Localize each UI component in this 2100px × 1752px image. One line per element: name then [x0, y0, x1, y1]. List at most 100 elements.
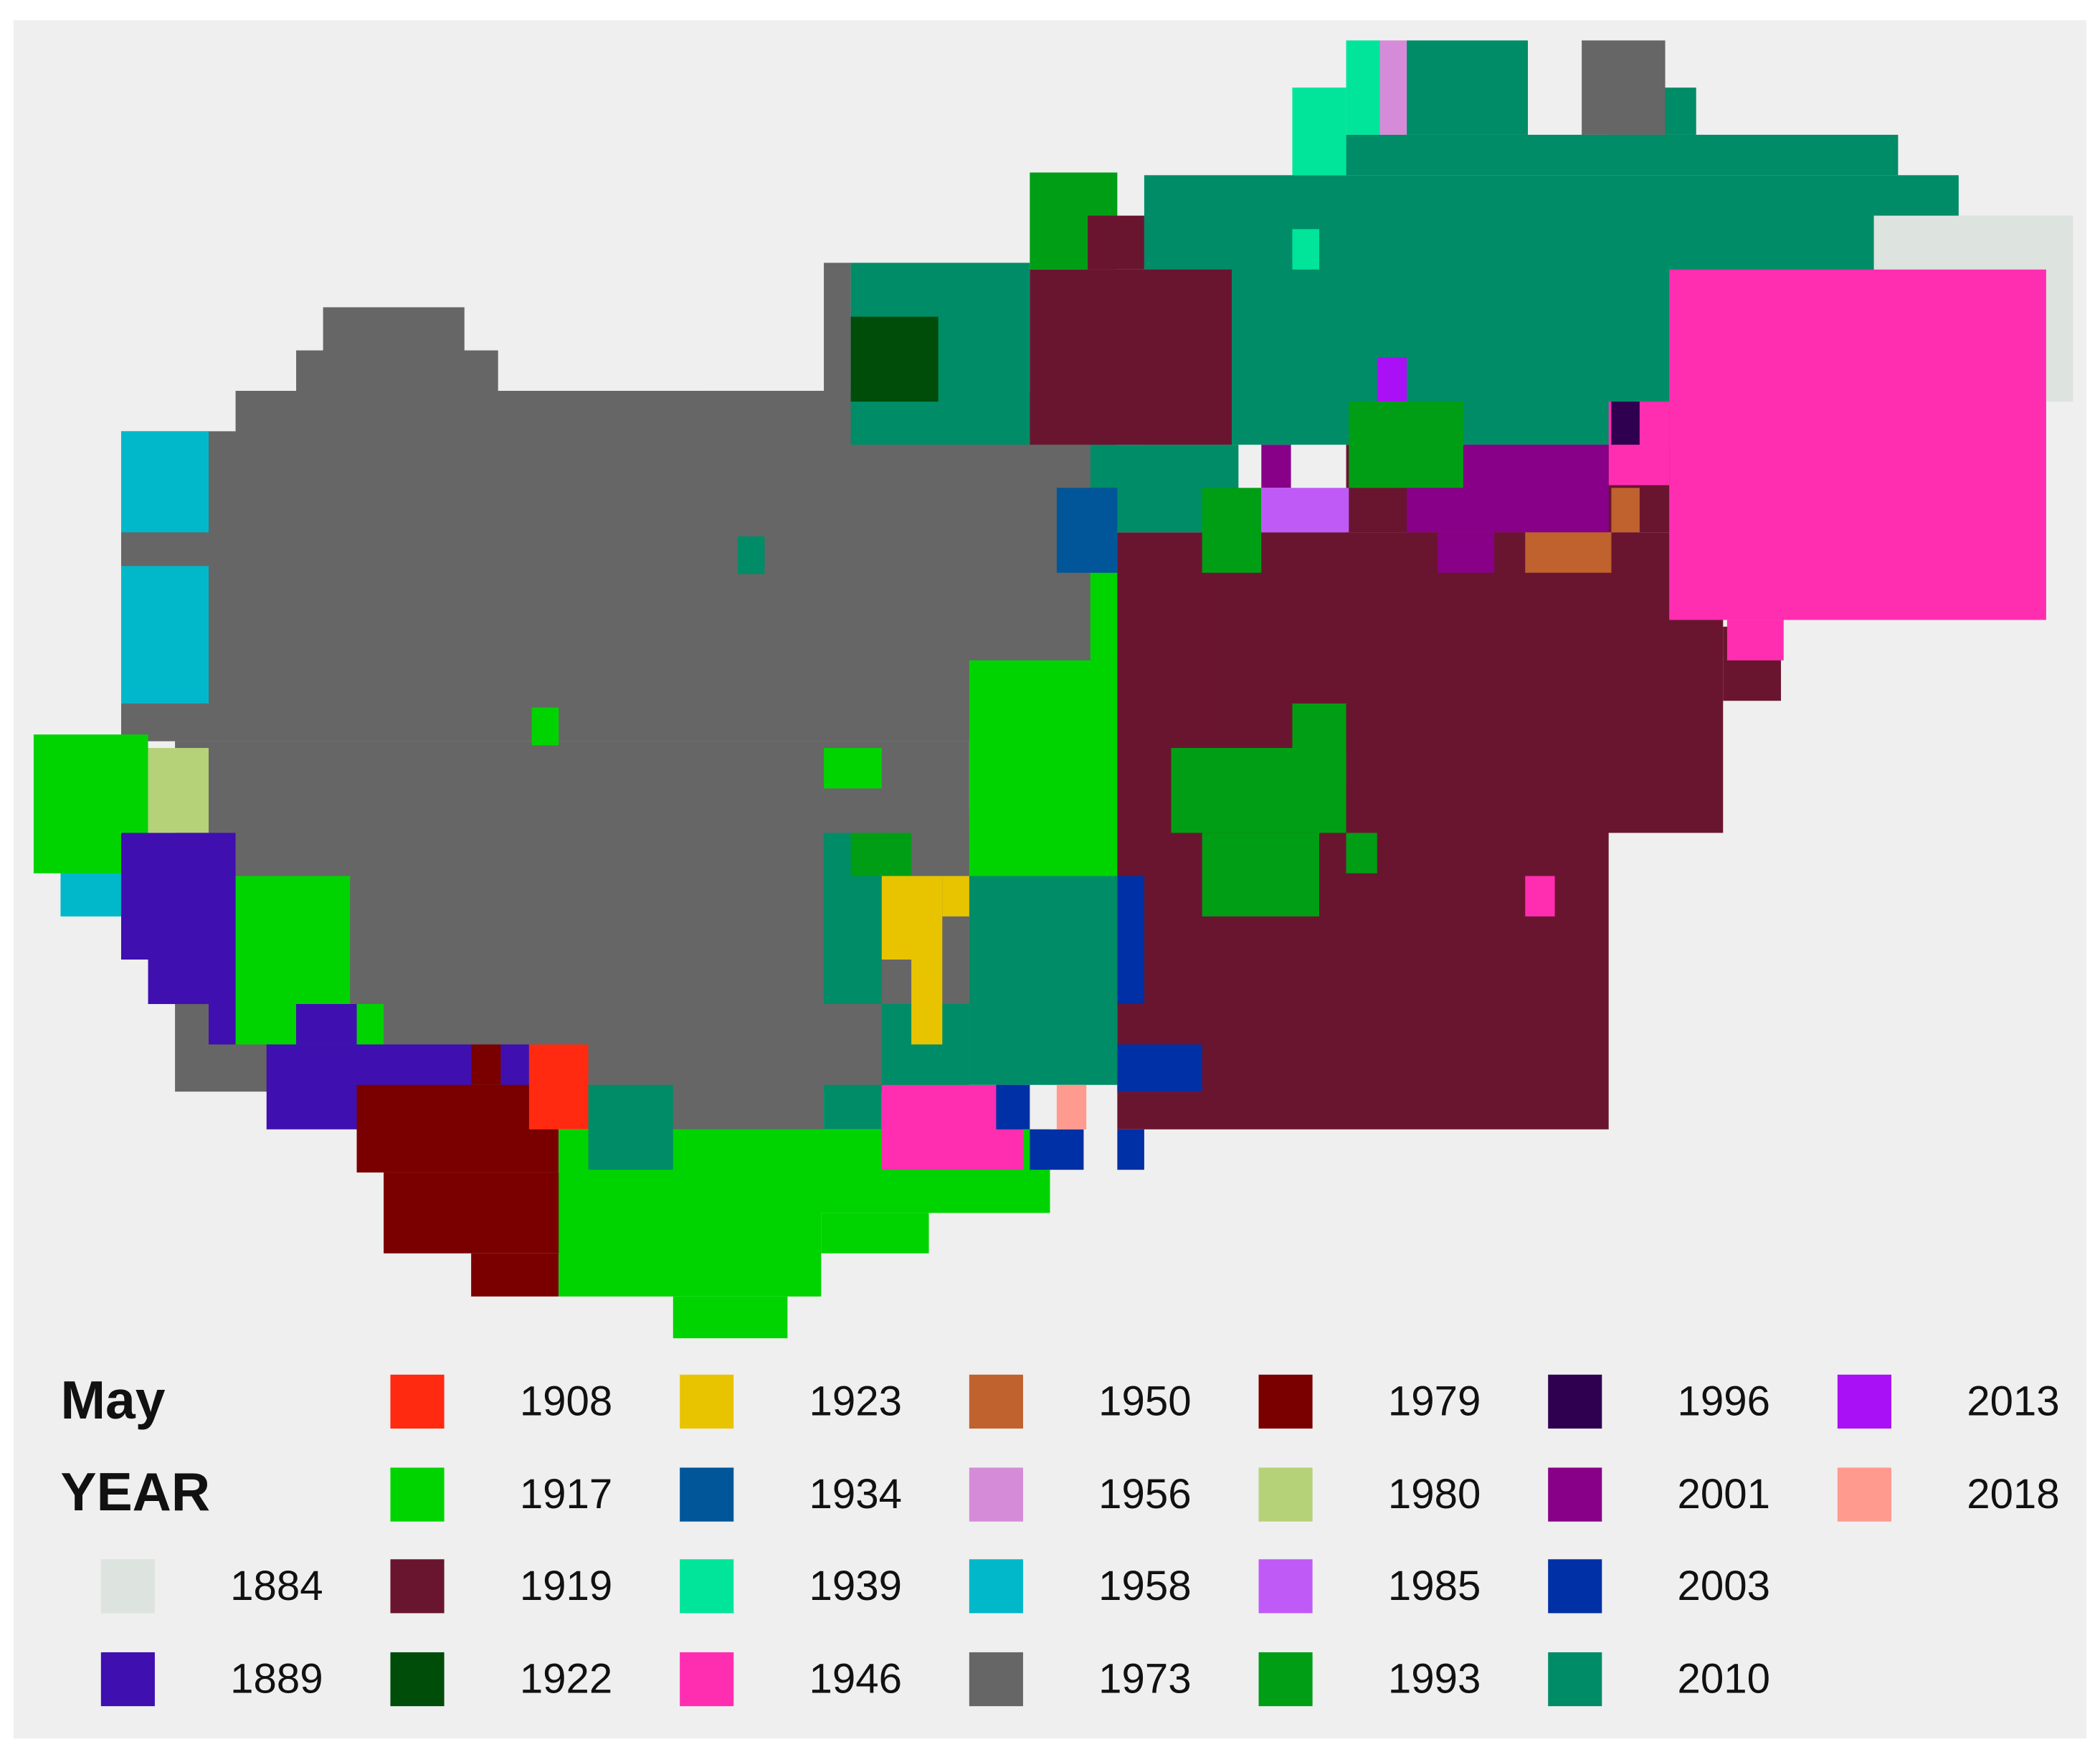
map-cell	[996, 1084, 1030, 1130]
legend-label: 1996	[1678, 1378, 1770, 1425]
legend-label: 2018	[1967, 1471, 2059, 1517]
map-cell	[120, 566, 209, 704]
legend-swatch	[969, 1467, 1023, 1522]
map-cell	[1346, 833, 1377, 873]
map-cell	[1525, 532, 1612, 573]
legend-swatch	[969, 1559, 1023, 1614]
map-cell	[1117, 1044, 1202, 1092]
legend-swatch	[1548, 1467, 1602, 1522]
map-cell	[824, 262, 851, 404]
map-cell	[1438, 532, 1495, 573]
map-cell	[1056, 1084, 1087, 1130]
map-cell	[235, 1004, 297, 1045]
legend-label: 2003	[1678, 1563, 1770, 1609]
map-cell	[824, 747, 882, 789]
map-cell	[850, 833, 912, 876]
legend-swatch	[1548, 1374, 1602, 1429]
legend-label: 1922	[520, 1656, 612, 1703]
map-cell	[148, 960, 236, 1005]
legend-swatch	[680, 1559, 734, 1614]
map-cell	[1292, 703, 1346, 789]
legend-label: 1884	[230, 1563, 323, 1609]
legend-swatch	[1258, 1652, 1313, 1707]
map-cell	[1377, 356, 1407, 402]
map-cell	[850, 316, 939, 402]
map-cell	[1117, 876, 1144, 1005]
map-cell	[209, 1004, 236, 1045]
legend-swatch	[390, 1467, 445, 1522]
legend-label: 1985	[1388, 1563, 1481, 1609]
legend-swatch	[969, 1652, 1023, 1707]
map-cell	[296, 1004, 357, 1045]
legend-label: 1980	[1388, 1471, 1481, 1517]
legend-label: 1889	[230, 1656, 323, 1703]
map-cell	[588, 1084, 673, 1170]
legend-swatch	[1548, 1652, 1602, 1707]
legend-swatch	[390, 1374, 445, 1429]
map-cell	[471, 1253, 559, 1297]
map-cell	[942, 876, 969, 917]
map-cell	[1726, 620, 1784, 660]
map-cell	[356, 1084, 559, 1173]
map-cell	[148, 747, 209, 833]
legend-swatch	[100, 1559, 155, 1614]
legend-swatch	[1837, 1374, 1891, 1429]
legend-swatch	[390, 1652, 445, 1707]
legend-label: 2013	[1967, 1378, 2059, 1425]
legend-swatch	[1258, 1467, 1313, 1522]
legend-title: YEAR	[60, 1462, 210, 1522]
legend-label: 1939	[809, 1563, 902, 1609]
legend-label: 1958	[1098, 1563, 1191, 1609]
legend-label: 1973	[1098, 1656, 1191, 1703]
map-cell	[821, 1213, 929, 1254]
map-cell	[673, 1296, 788, 1339]
legend-label: 1917	[520, 1471, 612, 1517]
map-cell	[1261, 488, 1349, 533]
map-cell	[737, 536, 765, 574]
legend-swatch	[680, 1467, 734, 1522]
map-cell	[1407, 40, 1529, 135]
map-cell	[1611, 488, 1640, 533]
legend: May YEAR 1884 1889 1908 1917 1919 1922 1923 193…	[60, 1370, 2060, 1707]
legend-label: 1919	[520, 1563, 612, 1609]
map-cell	[296, 350, 498, 404]
map-cell	[1117, 1129, 1144, 1170]
map-cell	[1292, 87, 1346, 176]
map-cell	[531, 707, 559, 746]
map-cell	[1202, 488, 1262, 573]
map-cell	[1030, 1129, 1084, 1170]
map-cell	[824, 1084, 882, 1130]
map-cell	[1525, 876, 1555, 917]
map-cell	[1056, 488, 1118, 573]
legend-swatch	[1258, 1559, 1313, 1614]
legend-label: 1956	[1098, 1471, 1191, 1517]
legend-label: 1993	[1388, 1656, 1481, 1703]
map-cell	[1349, 402, 1463, 488]
legend-label: 1946	[809, 1656, 902, 1703]
map-cell	[120, 431, 209, 533]
map-cell	[356, 1004, 384, 1045]
map-cell	[120, 431, 1118, 742]
legend-swatch	[1837, 1467, 1891, 1522]
map-cell	[1346, 134, 1899, 176]
map-cell	[471, 1044, 501, 1085]
map-cell	[1261, 445, 1291, 488]
map-cell	[911, 960, 943, 1045]
map-cell	[1346, 40, 1380, 135]
map-cell	[1379, 40, 1407, 135]
map-cell	[1088, 215, 1144, 270]
legend-label: 1923	[809, 1378, 902, 1425]
map-cell	[528, 1044, 589, 1130]
map-cell	[1202, 833, 1320, 917]
legend-label: 1950	[1098, 1378, 1191, 1425]
legend-label: 1908	[520, 1378, 612, 1425]
map-cell	[1669, 269, 2046, 620]
legend-label: 2010	[1678, 1656, 1770, 1703]
map-cells	[33, 40, 2073, 1339]
map-cell	[1292, 229, 1320, 270]
map-cell	[120, 833, 236, 960]
legend-swatch	[390, 1559, 445, 1614]
map-cell	[881, 876, 943, 960]
